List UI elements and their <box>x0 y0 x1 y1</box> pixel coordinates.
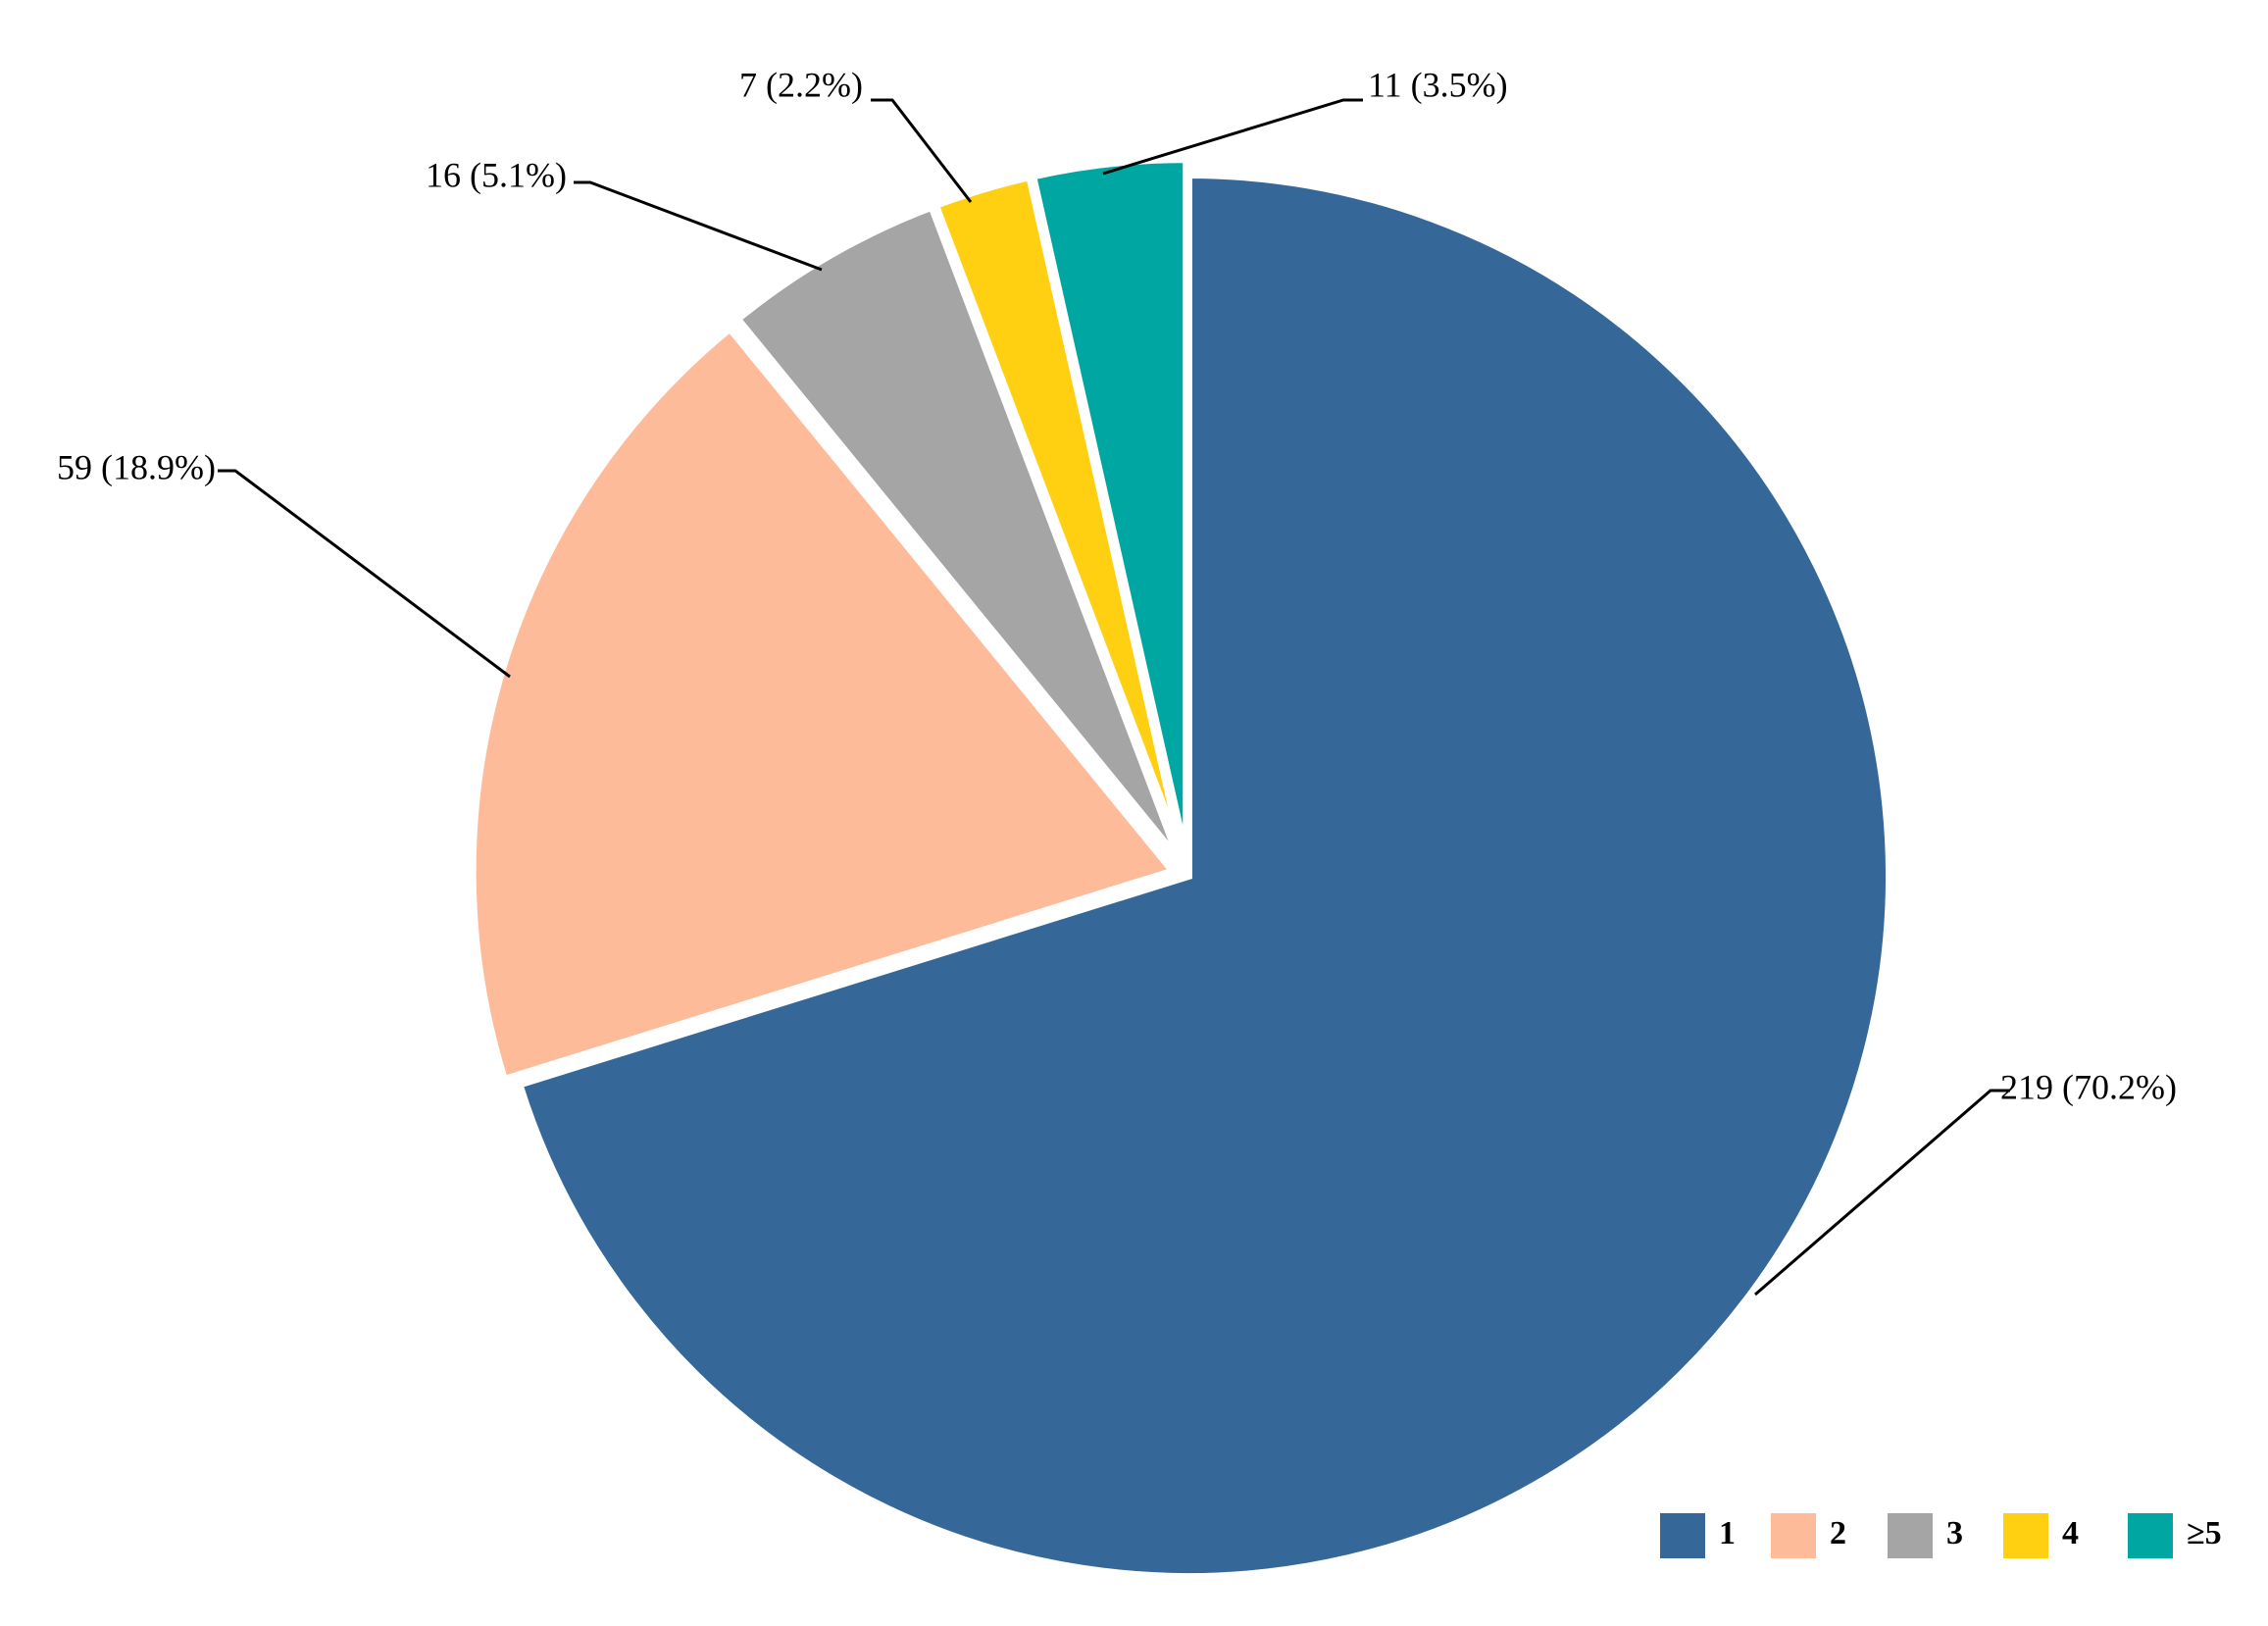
legend-label-1: 1 <box>1719 1515 1736 1551</box>
legend-item-4: 4 <box>2003 1513 2079 1558</box>
leader-line-1 <box>1754 1089 2010 1296</box>
legend-label-2: 2 <box>1830 1515 1846 1551</box>
legend-item-3: 3 <box>1888 1513 1963 1558</box>
leader-lines-layer <box>218 98 2010 1296</box>
slices-layer <box>468 155 1893 1581</box>
data-label-5: 11 (3.5%) <box>1368 65 1508 104</box>
pie-slice-3 <box>731 201 1184 865</box>
data-label-1: 219 (70.2%) <box>2000 1067 2177 1106</box>
data-label-4: 7 (2.2%) <box>739 65 863 104</box>
data-label-2: 59 (18.9%) <box>57 447 216 486</box>
legend-item-1: 1 <box>1660 1513 1736 1558</box>
leader-line-2 <box>218 469 511 679</box>
legend-label-3: 3 <box>1946 1515 1963 1551</box>
pie-slice-5 <box>1028 155 1191 861</box>
leader-line-5 <box>1102 98 1363 176</box>
legend: 1 2 3 4 ≥5 <box>1660 1513 2222 1558</box>
legend-swatch-2 <box>1771 1513 1816 1558</box>
legend-swatch-1 <box>1660 1513 1705 1558</box>
pie-slice-1 <box>514 170 1893 1581</box>
leader-line-3 <box>574 180 823 272</box>
legend-swatch-4 <box>2003 1513 2048 1558</box>
data-label-3: 16 (5.1%) <box>426 155 567 194</box>
legend-swatch-3 <box>1888 1513 1933 1558</box>
leader-line-4 <box>871 98 973 203</box>
legend-item-2: 2 <box>1771 1513 1846 1558</box>
legend-swatch-5 <box>2128 1513 2173 1558</box>
legend-label-4: 4 <box>2062 1515 2079 1551</box>
legend-item-5: ≥5 <box>2128 1513 2222 1558</box>
legend-label-5: ≥5 <box>2187 1515 2222 1551</box>
data-labels-layer: 219 (70.2%) 59 (18.9%) 16 (5.1%) 7 (2.2%) 11… <box>57 65 2177 1106</box>
